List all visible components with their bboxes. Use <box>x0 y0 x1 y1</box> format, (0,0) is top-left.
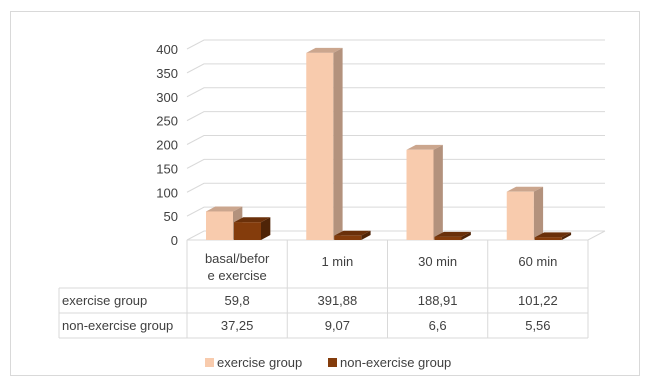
gridline <box>186 87 605 98</box>
bar-non-exercise <box>234 222 261 240</box>
data-label: 6,6 <box>429 318 447 333</box>
data-label: 101,22 <box>518 293 558 308</box>
y-tick-label: 250 <box>156 114 178 129</box>
gridline <box>186 230 605 241</box>
y-tick-label: 400 <box>156 42 178 57</box>
bar-non-exercise <box>434 236 462 240</box>
y-tick-label: 300 <box>156 90 178 105</box>
bar-top <box>334 230 371 236</box>
bar-side <box>433 144 443 240</box>
gridline <box>186 39 605 50</box>
legend-swatch <box>205 358 214 367</box>
y-tick-label: 200 <box>156 138 178 153</box>
data-label: 59,8 <box>224 293 249 308</box>
bar-exercise <box>306 52 334 240</box>
data-label: 9,07 <box>325 318 350 333</box>
bar-top <box>534 232 572 238</box>
data-label: 391,88 <box>317 293 357 308</box>
bar-non-exercise <box>534 237 562 240</box>
data-label: 5,56 <box>525 318 550 333</box>
category-label: e exercise <box>208 268 267 283</box>
category-label: 30 min <box>418 254 457 269</box>
data-label: 37,25 <box>221 318 254 333</box>
legend-swatch <box>328 358 337 367</box>
bar-exercise <box>406 149 434 240</box>
gridline <box>186 206 605 217</box>
y-tick-label: 150 <box>156 161 178 176</box>
bar-side <box>561 232 572 240</box>
y-tick-label: 0 <box>171 233 178 248</box>
bar-top <box>506 186 544 192</box>
bar-top <box>406 144 443 150</box>
bar-non-exercise <box>334 235 362 240</box>
legend-label: non-exercise group <box>340 355 451 370</box>
series-row-label: non-exercise group <box>62 318 173 333</box>
series-row-label: exercise group <box>62 293 147 308</box>
y-tick-label: 100 <box>156 185 178 200</box>
bar-exercise <box>506 191 534 240</box>
gridline <box>186 158 605 169</box>
category-label: 1 min <box>321 254 353 269</box>
bar-side <box>333 47 343 240</box>
bar-top <box>234 217 271 223</box>
gridline <box>186 135 605 145</box>
y-tick-label: 350 <box>156 66 178 81</box>
category-label: 60 min <box>518 254 557 269</box>
bar-exercise <box>206 211 233 240</box>
y-tick-label: 50 <box>164 209 178 224</box>
bar-side <box>261 217 271 240</box>
bar-side <box>361 230 371 240</box>
bar-side <box>461 231 471 240</box>
gridline <box>186 63 605 74</box>
category-label: basal/befor <box>205 251 270 266</box>
bar-top <box>434 231 471 237</box>
legend-label: exercise group <box>217 355 302 370</box>
data-label: 188,91 <box>418 293 458 308</box>
gridline <box>186 111 605 122</box>
gridline <box>186 182 605 193</box>
bar-side <box>533 186 544 240</box>
bar-top <box>206 206 243 212</box>
bar-top <box>306 47 343 53</box>
